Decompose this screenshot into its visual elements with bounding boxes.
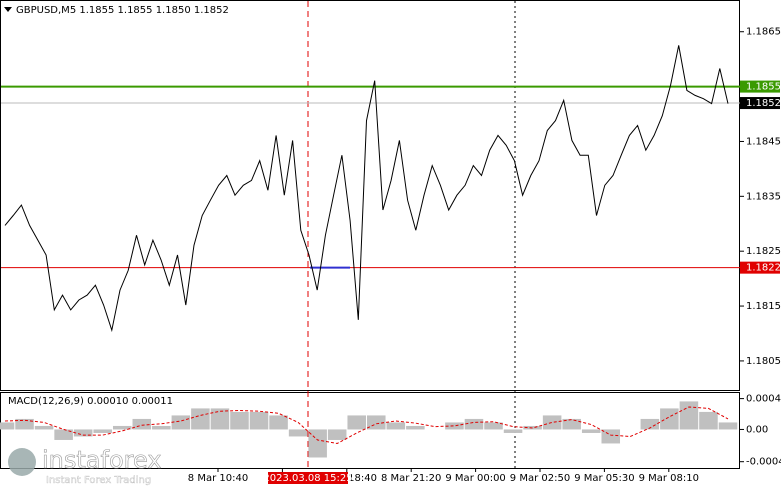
- level-label: 1.1822: [746, 263, 781, 274]
- price-panel: [0, 0, 740, 391]
- macd-bar: [230, 411, 249, 430]
- macd-bar: [542, 415, 562, 430]
- level-badge: [740, 80, 780, 93]
- macd-bar: [562, 418, 581, 430]
- macd-bar: [34, 425, 54, 430]
- x-tick-label: 9 Mar 02:50: [510, 473, 570, 484]
- macd-bar: [660, 408, 679, 430]
- macd-bar: [367, 415, 386, 430]
- symbol-arrow: [4, 7, 12, 12]
- macd-bar: [15, 418, 34, 430]
- macd-bar: [386, 422, 406, 430]
- macd-bar: [679, 401, 699, 430]
- macd-bar: [93, 429, 112, 433]
- y-tick-label: 1.1805: [746, 356, 781, 367]
- y-tick-label: 0.00044: [746, 394, 781, 405]
- price-line: [4, 45, 729, 333]
- level-label: 1.1852: [746, 98, 781, 109]
- x-tick-label: 9 Mar 00:00: [445, 473, 505, 484]
- macd-bar: [249, 411, 269, 430]
- x-tick-label: 9 Mar 05:30: [574, 473, 634, 484]
- macd-bar: [269, 415, 288, 430]
- macd-bar: [152, 425, 171, 430]
- macd-bar: [73, 429, 93, 437]
- macd-bar: [640, 418, 660, 430]
- marker-label: 2023.03.08 15:25: [263, 473, 352, 484]
- y-tick-label: 1.1845: [746, 136, 781, 147]
- macd-bar: [445, 422, 464, 430]
- macd-bar: [406, 425, 425, 430]
- macd-bar: [191, 408, 210, 430]
- macd-bar: [347, 415, 366, 430]
- macd-bar: [523, 425, 542, 430]
- macd-bar: [171, 415, 191, 430]
- level-badge: [740, 97, 780, 110]
- x-tick-label: 8 Mar 21:20: [381, 473, 441, 484]
- macd-title: MACD(12,26,9) 0.00010 0.00011: [8, 396, 173, 407]
- macd-bar: [699, 411, 718, 430]
- y-tick-label: 0.00: [746, 424, 768, 435]
- x-tick-label: 8 Mar 10:40: [188, 473, 248, 484]
- y-tick-label: -0.00046: [746, 457, 781, 468]
- chart-title: GBPUSD,M5 1.1855 1.1855 1.1850 1.1852: [16, 5, 229, 16]
- plot-layer: 1.1865 1.1845 1.1835 1.1825 1.1815 1.1805 1.18…: [0, 27, 781, 484]
- macd-bar: [464, 418, 484, 430]
- macd-bar: [581, 429, 601, 433]
- macd-bar: [54, 429, 73, 440]
- macd-bar: [601, 429, 621, 444]
- level-badge: [740, 261, 780, 274]
- macd-bar: [484, 422, 503, 430]
- y-tick-label: 1.1815: [746, 301, 781, 312]
- logo: instaforex Instant Forex Trading: [8, 446, 162, 486]
- marker-badge: [268, 472, 348, 484]
- logo-tagline: Instant Forex Trading: [46, 475, 151, 486]
- y-tick-label: 1.1825: [746, 246, 781, 257]
- macd-bar: [132, 418, 152, 430]
- macd-bar: [718, 422, 738, 430]
- macd-bar: [327, 429, 347, 440]
- macd-bar: [210, 408, 230, 430]
- macd-bar: [503, 429, 523, 433]
- y-tick-label: 1.1865: [746, 27, 781, 38]
- y-tick-label: 1.1835: [746, 191, 781, 202]
- macd-bar: [288, 429, 308, 437]
- signal-line: [4, 406, 729, 445]
- logo-icon: [8, 448, 36, 476]
- x-tick-label: 9 Mar 08:10: [639, 473, 699, 484]
- macd-bar: [112, 425, 132, 430]
- logo-text: instaforex: [42, 446, 162, 474]
- macd-bar: [0, 422, 15, 430]
- level-label: 1.1855: [746, 82, 781, 93]
